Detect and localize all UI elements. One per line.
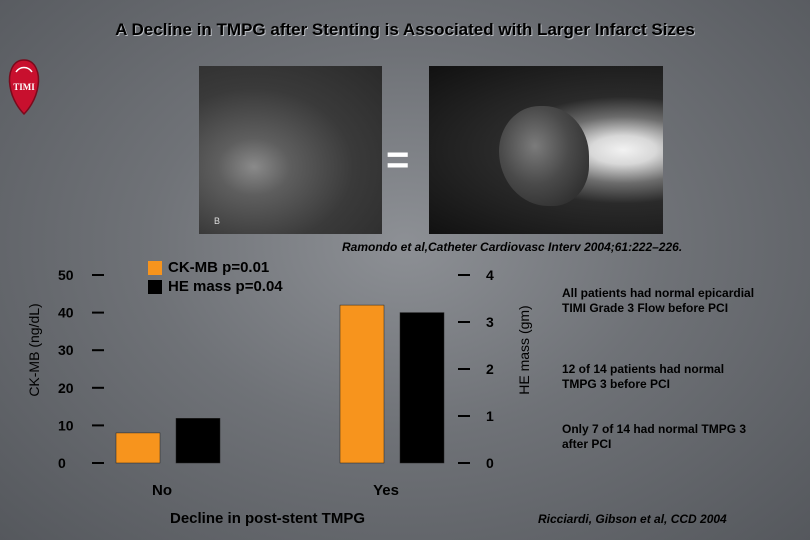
y-left-tick-label: 10 (58, 417, 74, 433)
equals-sign: = (386, 138, 410, 182)
y-left-tick-label: 40 (58, 305, 74, 321)
angio-label: B (214, 216, 221, 226)
x-tick-label: Yes (373, 482, 399, 499)
legend-swatch-he (148, 279, 162, 294)
y-left-tick-label: 50 (58, 267, 74, 283)
y-right-tick-label: 2 (486, 361, 494, 377)
bar-ck-mb-yes (339, 304, 385, 464)
legend-label-ckmb: CK-MB p=0.01 (168, 259, 270, 276)
mri-heart-shape (499, 106, 589, 206)
bar-ck-mb-no (115, 432, 161, 464)
legend-item-ckmb: CK-MB p=0.01 (148, 258, 283, 277)
note-2: 12 of 14 patients had normal TMPG 3 befo… (562, 362, 725, 391)
y-left-tick-label: 20 (58, 380, 74, 396)
bar-he-mass-no (175, 418, 221, 464)
angiogram-image: B (199, 66, 382, 234)
bar-he-mass-yes (399, 312, 445, 464)
y-right-tick-label: 4 (486, 267, 494, 283)
slide-title: A Decline in TMPG after Stenting is Asso… (115, 20, 695, 39)
legend-swatch-ckmb (148, 260, 162, 275)
legend-label-he: HE mass p=0.04 (168, 278, 283, 295)
logo-text: TIMI (13, 82, 35, 92)
legend-item-he: HE mass p=0.04 (148, 277, 283, 296)
x-axis-title: Decline in post-stent TMPG (170, 510, 366, 527)
timi-logo: TIMI (8, 59, 40, 116)
y-left-tick-label: 30 (58, 342, 74, 358)
y-left-tick-label: 0 (58, 455, 66, 471)
mri-image (429, 66, 663, 234)
note-3: Only 7 of 14 had normal TMPG 3 after PCI (562, 422, 747, 451)
citation-bottom: Ricciardi, Gibson et al, CCD 2004 (538, 512, 727, 526)
y-right-tick-label: 3 (486, 314, 494, 330)
x-tick-label: No (152, 482, 172, 499)
citation-top: Ramondo et al,Catheter Cardiovasc Interv… (342, 240, 683, 254)
note-1: All patients had normal epicardial TIMI … (562, 286, 755, 315)
y-right-tick-label: 1 (486, 408, 494, 424)
chart-legend: CK-MB p=0.01 HE mass p=0.04 (148, 258, 283, 296)
y-right-tick-label: 0 (486, 455, 494, 471)
